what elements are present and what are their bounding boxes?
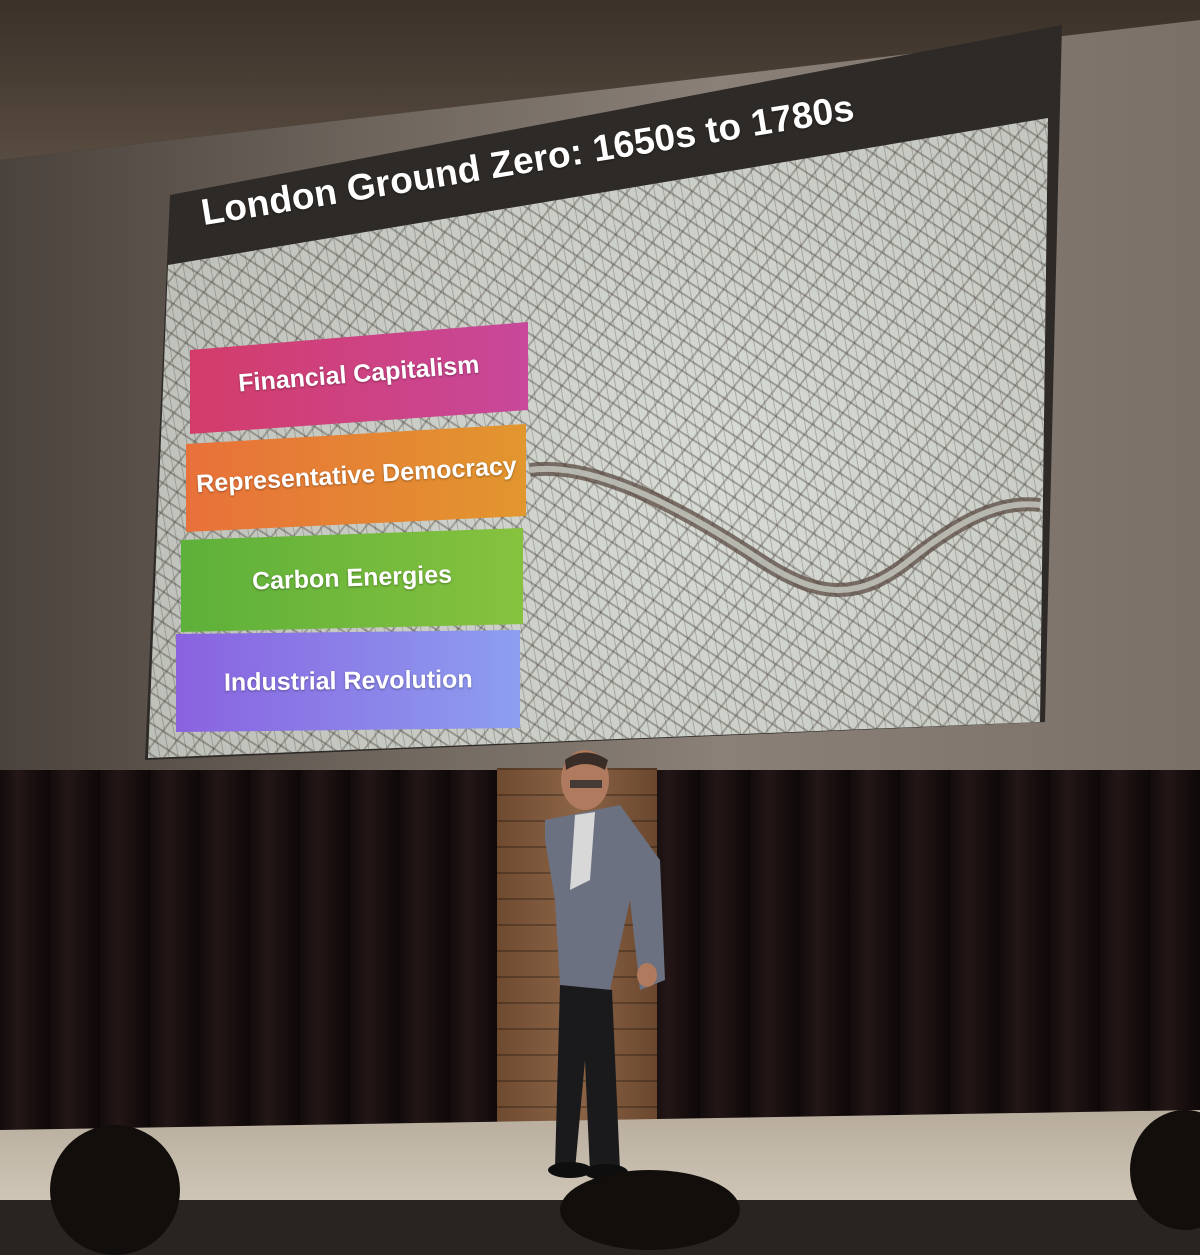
audience-head — [50, 1125, 180, 1255]
label-carbon-energies: Carbon Energies — [181, 528, 523, 632]
label-representative-democracy: Representative Democracy — [186, 424, 526, 532]
label-industrial-revolution: Industrial Revolution — [176, 630, 520, 732]
speaker-figure — [545, 750, 665, 1180]
audience-head — [560, 1170, 740, 1250]
